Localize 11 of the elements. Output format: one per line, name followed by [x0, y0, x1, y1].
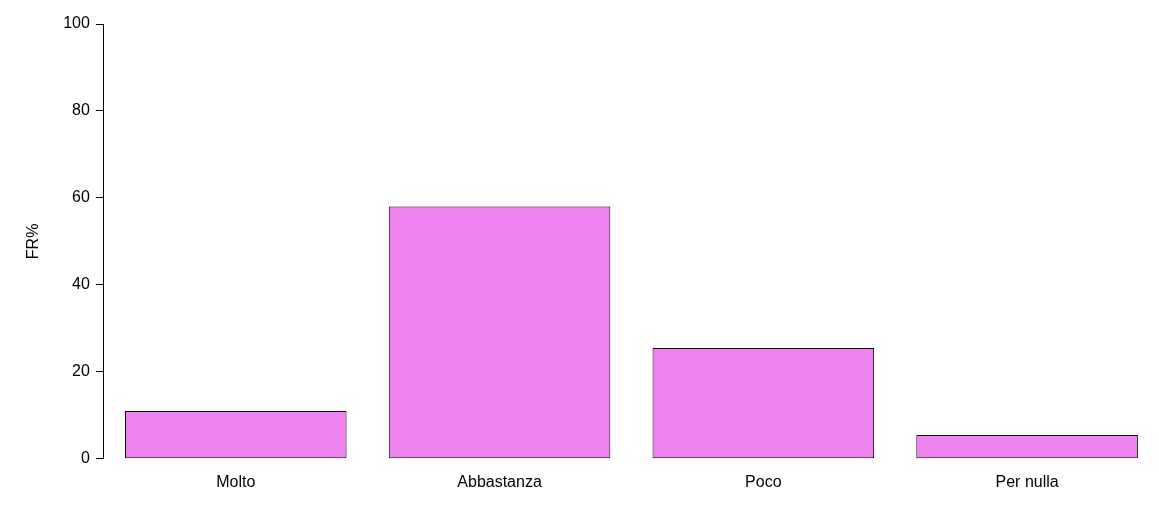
x-tick-label: Molto [216, 472, 256, 490]
y-axis-title: FR% [24, 223, 42, 260]
y-tick-label: 40 [72, 275, 90, 293]
y-tick-label: 0 [80, 449, 90, 467]
y-tick-label: 100 [63, 14, 90, 32]
x-tick-label: Per nulla [995, 472, 1059, 490]
y-tick-label: 20 [72, 362, 90, 380]
y-tick-label: 80 [72, 101, 90, 119]
x-tick-label: Poco [745, 472, 782, 490]
x-tick-label: Abbastanza [457, 472, 542, 490]
y-tick-label: 60 [72, 188, 90, 206]
